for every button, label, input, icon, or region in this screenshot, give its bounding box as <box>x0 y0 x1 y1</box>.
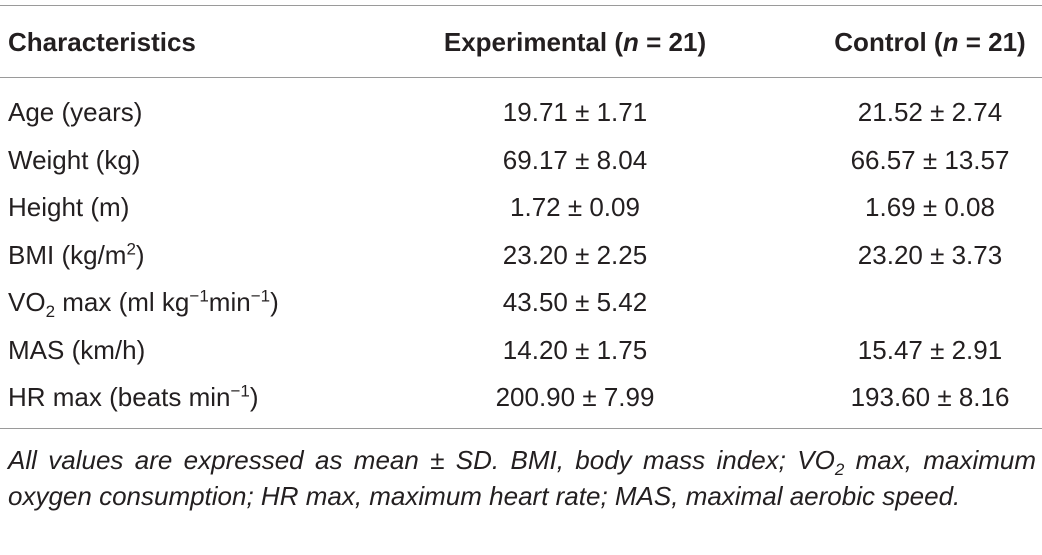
table-cell: 19.71 ± 1.71 <box>420 97 730 127</box>
text: Control ( <box>834 27 943 57</box>
table-cell: 193.60 ± 8.16 <box>822 382 1038 412</box>
table-cell: 14.20 ± 1.75 <box>420 335 730 365</box>
text: BMI (kg/m <box>8 239 127 270</box>
text: MAS (km/h) <box>8 334 146 365</box>
text: 193.60 ± 8.16 <box>850 382 1010 412</box>
table-cell: 200.90 ± 7.99 <box>420 382 730 412</box>
text: 1.72 ± 0.09 <box>510 192 640 222</box>
text: 19.71 ± 1.71 <box>502 97 648 127</box>
table-cell: 23.20 ± 3.73 <box>822 240 1038 270</box>
text: VO <box>8 287 46 317</box>
text: HR max (beats min <box>8 382 231 412</box>
sub: 2 <box>45 302 56 322</box>
header-cell: Experimental (n = 21) <box>420 27 730 57</box>
header-cell: Control (n = 21) <box>822 27 1038 57</box>
text: Characteristics <box>8 27 196 57</box>
table-cell: HR max (beats min−1) <box>8 382 259 412</box>
text: max (ml kg <box>55 287 190 317</box>
table-cell: 43.50 ± 5.42 <box>420 287 730 317</box>
text: Weight (kg) <box>8 144 141 175</box>
text: Height (m) <box>8 192 130 222</box>
text: 21.52 ± 2.74 <box>857 97 1003 127</box>
header-cell: Characteristics <box>8 27 196 57</box>
text: All values are expressed as mean ± SD. B… <box>8 445 835 475</box>
header-rule <box>0 77 1042 78</box>
text: 23.20 ± 3.73 <box>857 239 1003 270</box>
table-cell: Age (years) <box>8 97 142 127</box>
text: ) <box>249 382 259 412</box>
table-cell: 69.17 ± 8.04 <box>420 145 730 175</box>
text: 43.50 ± 5.42 <box>502 287 648 317</box>
table-cell: 23.20 ± 2.25 <box>420 240 730 270</box>
italic: n <box>942 27 959 57</box>
text: 15.47 ± 2.91 <box>857 334 1003 365</box>
table-cell: 15.47 ± 2.91 <box>822 335 1038 365</box>
text: 23.20 ± 2.25 <box>502 239 648 270</box>
text: max, maximum oxygen consumption; HR max,… <box>8 445 1036 511</box>
table-cell: VO2 max (ml kg−1min−1) <box>8 286 279 320</box>
italic: n <box>623 27 639 57</box>
text: ) <box>135 239 145 270</box>
top-rule <box>0 5 1042 6</box>
table-cell: 21.52 ± 2.74 <box>822 97 1038 127</box>
table-cell: 66.57 ± 13.57 <box>822 145 1038 175</box>
text: Experimental ( <box>443 27 624 57</box>
text: 200.90 ± 7.99 <box>495 382 655 412</box>
sub: 2 <box>834 460 845 480</box>
bottom-rule <box>0 428 1042 429</box>
text: 66.57 ± 13.57 <box>850 144 1010 175</box>
sup: 2 <box>126 238 136 258</box>
table-cell: Weight (kg) <box>8 145 140 175</box>
table-cell: 1.72 ± 0.09 <box>420 192 730 222</box>
table-cell: Height (m) <box>8 192 129 222</box>
footnote: All values are expressed as mean ± SD. B… <box>8 442 1036 514</box>
text: 1.69 ± 0.08 <box>865 192 995 222</box>
sup: −1 <box>189 286 209 306</box>
text: min <box>208 287 251 317</box>
table-cell: 1.69 ± 0.08 <box>822 192 1038 222</box>
text: 69.17 ± 8.04 <box>502 144 648 175</box>
table-cell: MAS (km/h) <box>8 335 145 365</box>
text: = 21) <box>638 27 707 57</box>
text: Age (years) <box>8 97 143 127</box>
sup: −1 <box>250 286 271 306</box>
text: = 21) <box>958 27 1026 57</box>
text: ) <box>270 287 279 317</box>
sup: −1 <box>230 381 250 401</box>
table-cell: BMI (kg/m2) <box>8 240 145 270</box>
text: 14.20 ± 1.75 <box>502 334 648 365</box>
